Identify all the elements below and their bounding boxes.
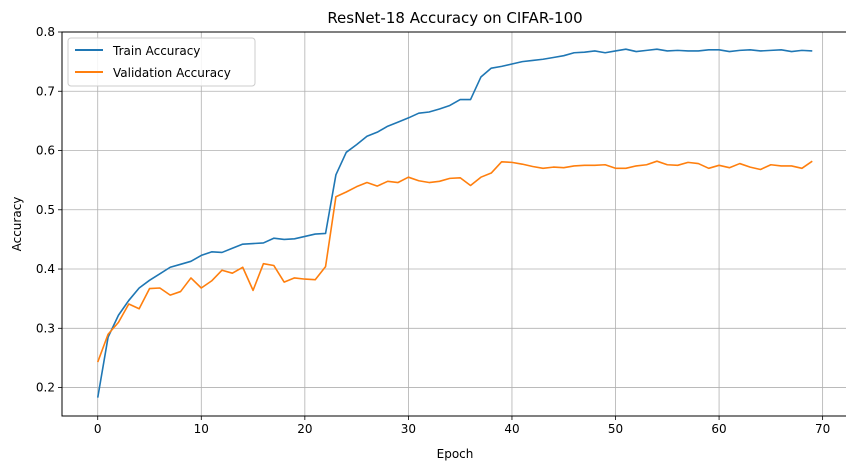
x-tick-label: 10	[194, 422, 209, 436]
y-axis-label: Accuracy	[10, 197, 24, 252]
legend-label-validation: Validation Accuracy	[113, 66, 231, 80]
x-axis-label: Epoch	[437, 447, 474, 461]
x-tick-label: 60	[711, 422, 726, 436]
series-line-validation	[96, 160, 813, 363]
x-axis: 0 10 20 30 40 50 60 70	[94, 416, 830, 436]
plot-frame	[61, 31, 846, 417]
y-tick-label: 0.8	[36, 25, 55, 39]
y-tick-label: 0.7	[36, 84, 55, 98]
legend: Train Accuracy Validation Accuracy	[67, 37, 256, 87]
legend-box	[67, 37, 256, 87]
x-tick-label: 30	[401, 422, 416, 436]
y-tick-label: 0.2	[36, 381, 55, 395]
series-line-train	[96, 48, 813, 398]
series-lines	[96, 48, 813, 398]
x-tick-label: 40	[504, 422, 519, 436]
y-tick-label: 0.6	[36, 144, 55, 158]
y-tick-label: 0.5	[36, 203, 55, 217]
x-tick-label: 20	[297, 422, 312, 436]
y-axis: 0.2 0.3 0.4 0.5 0.6 0.7 0.8	[36, 25, 62, 395]
y-tick-label: 0.4	[36, 262, 55, 276]
x-tick-label: 70	[815, 422, 830, 436]
x-tick-label: 0	[94, 422, 102, 436]
chart-title: ResNet-18 Accuracy on CIFAR-100	[327, 9, 582, 27]
x-tick-label: 50	[608, 422, 623, 436]
legend-label-train: Train Accuracy	[112, 44, 200, 58]
y-tick-label: 0.3	[36, 321, 55, 335]
